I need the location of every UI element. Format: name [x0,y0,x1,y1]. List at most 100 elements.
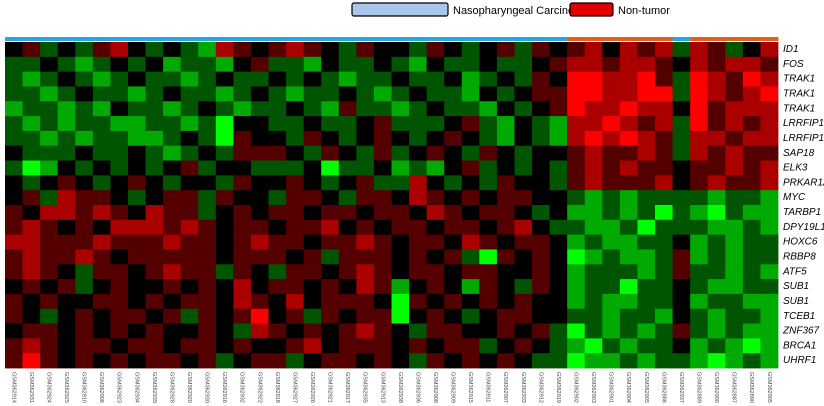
heatmap-cell [127,116,146,132]
column-label: GSM362888 [660,372,666,403]
heatmap-cell [549,293,568,310]
heatmap-cell [514,205,533,221]
heatmap-cell [5,175,23,191]
heatmap-cell [22,42,41,58]
group-bar [479,37,498,41]
heatmap-cell [180,279,199,295]
heatmap-cell [514,160,533,176]
heatmap-cell [22,175,41,191]
heatmap-cell [672,86,691,102]
heatmap-cell [373,219,392,236]
heatmap-cell [409,56,428,73]
heatmap-cell [338,264,357,280]
heatmap-cell [373,264,392,280]
heatmap-cell [22,86,41,102]
heatmap-cell [637,160,656,176]
heatmap-cell [496,293,515,310]
heatmap-cell [742,71,761,87]
group-bar [303,37,322,41]
heatmap-cell [145,234,164,250]
heatmap-cell [57,293,76,310]
heatmap-cell [672,279,691,295]
heatmap-cell [303,42,322,58]
heatmap-cell [602,175,621,191]
heatmap-cell [619,323,638,339]
heatmap-cell [321,353,340,369]
heatmap-cell [584,293,603,310]
column-label: GSM362916 [221,372,227,403]
heatmap-cell [5,130,23,147]
heatmap-cell [602,308,621,324]
column-label: GSM362931 [28,372,34,403]
heatmap-cell [672,234,691,250]
group-bar [619,37,638,41]
heatmap-cell [619,308,638,324]
heatmap-cell [75,249,94,265]
heatmap-cell [549,234,568,250]
heatmap-cell [549,56,568,73]
heatmap-cell [690,293,709,310]
heatmap-cell [373,338,392,354]
heatmap-cell [514,86,533,102]
heatmap-cell [233,42,252,58]
heatmap-cell [215,308,234,324]
heatmap-cell [760,338,779,354]
heatmap-cell [180,71,199,87]
heatmap-cell [57,145,76,161]
heatmap-cell [584,101,603,117]
heatmap-cell [707,353,726,369]
heatmap-cell [409,219,428,236]
heatmap-cell [426,279,445,295]
heatmap-cell [356,190,375,206]
heatmap-cell [479,234,498,250]
heatmap-cell [637,190,656,206]
heatmap-cell [707,101,726,117]
heatmap-cell [567,279,586,295]
heatmap-cell [75,323,94,339]
heatmap-cell [637,56,656,73]
heatmap-cell [514,71,533,87]
heatmap-cell [75,353,94,369]
heatmap-cell [286,101,305,117]
heatmap-cell [303,190,322,206]
heatmap-cell [163,323,182,339]
heatmap-cell [602,219,621,236]
heatmap-cell [215,160,234,176]
heatmap-cell [760,264,779,280]
column-label: GSM362917 [344,372,350,403]
heatmap-cell [444,338,463,354]
group-bar [672,37,691,41]
heatmap-cell [145,71,164,87]
column-label: GSM362905 [643,372,649,403]
heatmap-cell [40,249,59,265]
column-label: GSM362906 [98,372,104,403]
heatmap-cell [549,323,568,339]
heatmap-cell [145,116,164,132]
heatmap-cell [22,116,41,132]
heatmap-cell [496,101,515,117]
heatmap-cell [690,160,709,176]
heatmap-cell [198,145,217,161]
heatmap-cell [92,249,111,265]
heatmap-cell [215,175,234,191]
heatmap-cell [391,130,410,147]
heatmap-cell [391,219,410,236]
heatmap-cell [567,293,586,310]
heatmap-cell [479,42,498,58]
heatmap-cell [707,56,726,73]
heatmap-cell [215,234,234,250]
heatmap-cell [461,116,480,132]
heatmap-cell [602,42,621,58]
heatmap-cell [409,86,428,102]
heatmap-cell [760,323,779,339]
heatmap-cell [250,145,269,161]
heatmap-cell [409,264,428,280]
heatmap-cell [655,160,673,176]
heatmap-cell [760,353,779,369]
heatmap-cell [57,101,76,117]
heatmap-cell [479,101,498,117]
heatmap-cell [321,338,340,354]
group-bar [549,37,568,41]
heatmap-cell [127,205,146,221]
heatmap-cell [672,160,691,176]
